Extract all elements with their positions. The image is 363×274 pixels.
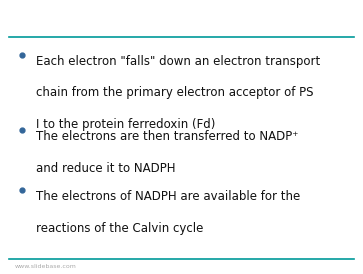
Text: The electrons are then transferred to NADP⁺: The electrons are then transferred to NA… [36, 130, 299, 143]
Text: chain from the primary electron acceptor of PS: chain from the primary electron acceptor… [36, 86, 314, 99]
Text: I to the protein ferredoxin (Fd): I to the protein ferredoxin (Fd) [36, 118, 216, 131]
Text: Each electron "falls" down an electron transport: Each electron "falls" down an electron t… [36, 55, 321, 68]
Text: and reduce it to NADPH: and reduce it to NADPH [36, 162, 176, 175]
Text: www.slidebase.com: www.slidebase.com [15, 264, 76, 269]
Text: The electrons of NADPH are available for the: The electrons of NADPH are available for… [36, 190, 301, 203]
Text: reactions of the Calvin cycle: reactions of the Calvin cycle [36, 222, 204, 235]
